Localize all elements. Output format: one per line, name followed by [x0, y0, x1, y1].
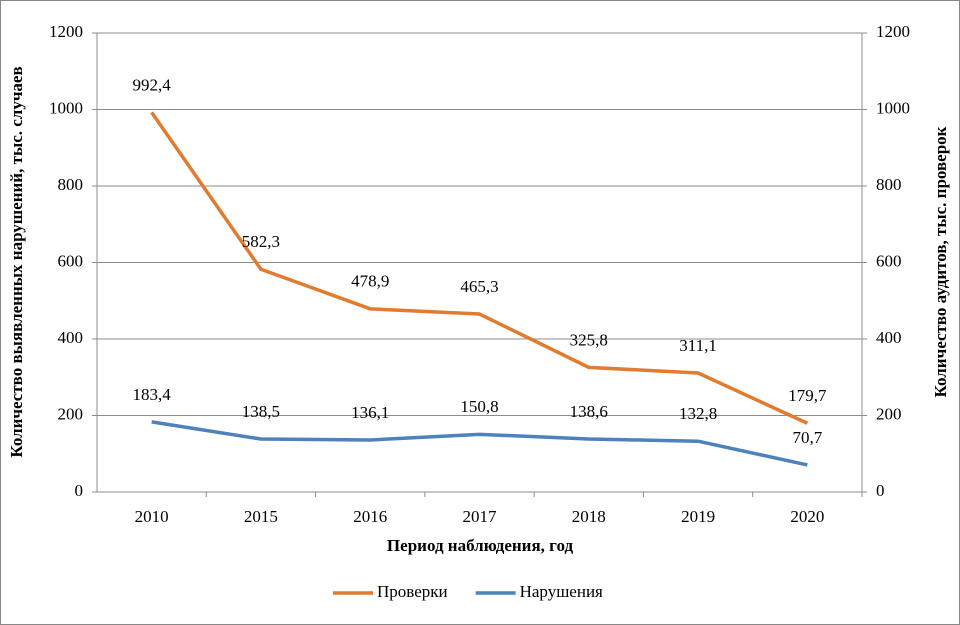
- data-label: 136,1: [351, 403, 389, 422]
- y-tick-label: 400: [58, 328, 84, 347]
- x-tick-label: 2019: [681, 507, 715, 526]
- data-label: 150,8: [460, 397, 498, 416]
- y-tick-label: 800: [58, 175, 84, 194]
- x-tick-label: 2018: [572, 507, 606, 526]
- data-label: 582,3: [242, 232, 280, 251]
- x-tick-label: 2020: [790, 507, 824, 526]
- y2-tick-label: 0: [876, 481, 885, 500]
- y2-axis-title: Количество аудитов, тыс. проверок: [931, 126, 950, 397]
- y2-tick-label: 1000: [876, 98, 910, 117]
- data-label: 311,1: [679, 336, 717, 355]
- data-label: 138,5: [242, 402, 280, 421]
- x-tick-label: 2010: [135, 507, 169, 526]
- y-tick-label: 0: [75, 481, 84, 500]
- data-label: 465,3: [460, 277, 498, 296]
- data-label: 183,4: [133, 385, 172, 404]
- x-tick-label: 2016: [353, 507, 387, 526]
- data-label: 179,7: [788, 386, 827, 405]
- series-line: [150, 111, 809, 425]
- y-tick-label: 600: [58, 251, 84, 270]
- y-tick-label: 200: [58, 404, 84, 423]
- data-label: 325,8: [570, 330, 608, 349]
- y-tick-label: 1000: [49, 98, 83, 117]
- data-label: 478,9: [351, 272, 389, 291]
- y2-tick-label: 1200: [876, 22, 910, 41]
- y2-tick-label: 600: [876, 251, 902, 270]
- y2-tick-label: 400: [876, 328, 902, 347]
- y2-tick-label: 200: [876, 404, 902, 423]
- y-tick-label: 1200: [49, 22, 83, 41]
- y-axis-title: Количество выявленных нарушений, тыс. сл…: [7, 66, 26, 457]
- legend-label: Проверки: [377, 582, 448, 601]
- x-tick-label: 2015: [244, 507, 278, 526]
- data-label: 132,8: [679, 404, 717, 423]
- y2-tick-label: 800: [876, 175, 902, 194]
- x-axis-title: Период наблюдения, год: [387, 536, 574, 555]
- legend-label: Нарушения: [520, 582, 603, 601]
- data-label: 138,6: [570, 402, 608, 421]
- series-line: [151, 420, 808, 467]
- x-tick-label: 2017: [463, 507, 498, 526]
- data-label: 70,7: [792, 428, 822, 447]
- data-label: 992,4: [133, 75, 172, 94]
